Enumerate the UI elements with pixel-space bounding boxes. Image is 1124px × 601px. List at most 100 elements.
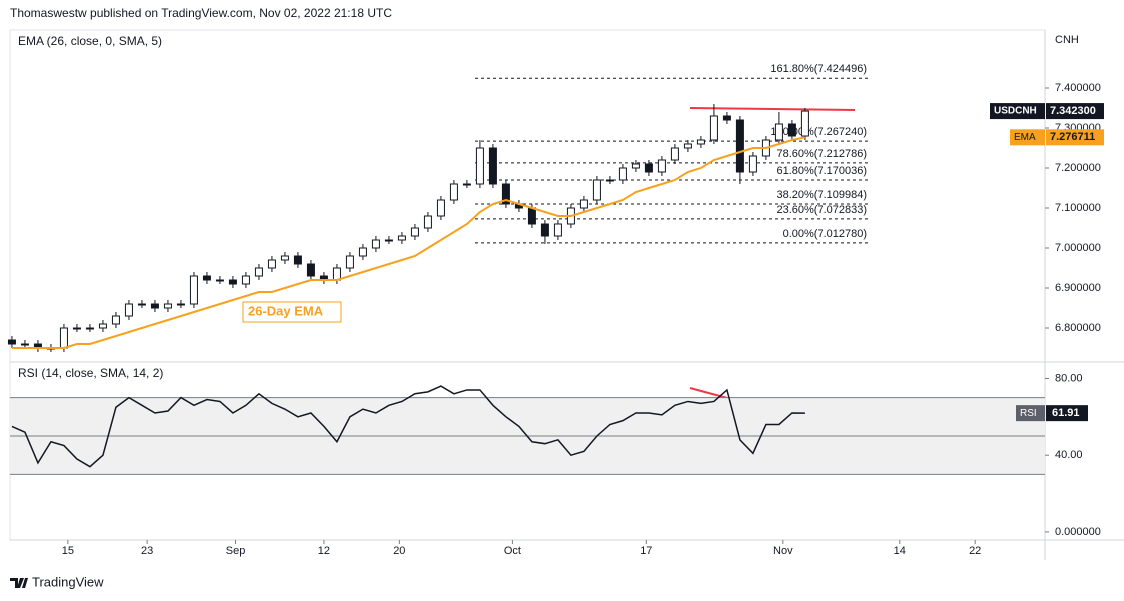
candle-body [345,255,354,269]
ema-name-bg [1010,129,1045,146]
y-tick-label: 7.100000 [1055,202,1101,214]
fib-label: 161.80%(7.424496) [770,63,867,75]
candle-body [488,147,497,185]
candle-body [176,303,185,306]
candle-body [475,147,484,185]
candle-body [410,227,419,237]
x-tick-label: 14 [894,545,906,557]
candle-body [579,199,588,209]
candle-body [124,303,133,317]
rsi-name: RSI [1020,408,1037,419]
annotation: 26-Day EMA [248,303,324,318]
ema-name: EMA [1014,132,1036,143]
candle-body [553,223,562,237]
logo-mark [10,578,28,588]
candle-body [202,275,211,281]
y-tick-label: 40.00 [1055,449,1083,461]
x-tick-label: 15 [62,545,74,557]
y-tick-label: 7.400000 [1055,82,1101,94]
x-tick-label: 20 [393,545,405,557]
x-tick-label: 17 [640,545,652,557]
y-tick-label: 80.00 [1055,372,1083,384]
candle-body [137,303,146,306]
candle-body [696,139,705,145]
resistance-line [689,107,856,111]
candle-body [189,275,198,305]
candle-body [397,235,406,241]
last-price-label: 7.342300 [1050,105,1096,117]
logo: TradingView [10,574,104,589]
candle-body [644,163,653,173]
candle-body [72,327,81,330]
candle-body [241,275,250,285]
candle-body [293,255,302,265]
footer: TradingView [32,574,104,589]
symbol-tag-bg [990,103,1045,120]
ema-line [11,136,806,349]
symbol-tag: USDCNH [994,106,1037,117]
candle-body [280,255,289,261]
candle-body [59,327,68,349]
candle-body [774,123,783,141]
last-price-bg [1046,103,1104,120]
candle-body [787,123,796,137]
candle-body [800,110,809,137]
annotation-box [242,301,342,323]
candle-body [150,303,159,309]
candle-body [735,119,744,173]
candle-body [592,179,601,201]
fib-label: 38.20%(7.109984) [776,189,867,201]
candle-body [657,159,666,173]
candle-body [306,263,315,277]
candle-body [85,327,94,330]
candle-body [683,143,692,149]
candle-body [527,207,536,225]
candle-body [748,155,757,173]
ema-value-label: 7.276711 [1050,131,1095,143]
candle-body [501,183,510,205]
candle-body [462,183,471,186]
candle-body [631,163,640,169]
x-tick-label: 12 [318,545,330,557]
rsi-line [11,385,805,468]
candle-body [254,267,263,277]
y-tick-label: 6.900000 [1055,282,1101,294]
candle-body [267,259,276,269]
candle-body [449,183,458,201]
rsi-name-bg [1016,405,1045,422]
candle-body [371,239,380,249]
currency: CNH [1055,34,1079,46]
ema-value-bg [1046,129,1104,146]
candle-body [436,199,445,217]
candle-body [618,167,627,181]
fib-label: 100.00%(7.267240) [770,126,867,138]
candle-body [228,279,237,285]
candle-body [20,343,29,346]
candle-body [540,223,549,237]
y-tick-label: 7.000000 [1055,242,1101,254]
x-tick-label: Nov [773,545,793,557]
y-tick-label: 7.200000 [1055,162,1101,174]
header: Thomaswestw published on TradingView.com… [10,6,392,20]
candle-body [163,303,172,309]
x-tick-label: Sep [226,545,246,557]
fib-label: 78.60%(7.212786) [776,148,867,160]
x-tick-label: Oct [504,545,521,557]
y-tick-label: 6.800000 [1055,322,1101,334]
candle-body [215,279,224,282]
candle-body [358,247,367,257]
fib-label: 23.60%(7.072833) [776,204,867,216]
x-tick-label: 22 [969,545,981,557]
candle-body [423,215,432,229]
rsi-value-label: 61.91 [1052,407,1080,419]
price-pane-title: EMA (26, close, 0, SMA, 5) [18,34,162,48]
candle-body [605,179,614,182]
candle-body [670,147,679,161]
candle-body [111,315,120,325]
candle-body [7,339,16,345]
candle-body [98,323,107,329]
fib-label: 61.80%(7.170036) [776,165,867,177]
